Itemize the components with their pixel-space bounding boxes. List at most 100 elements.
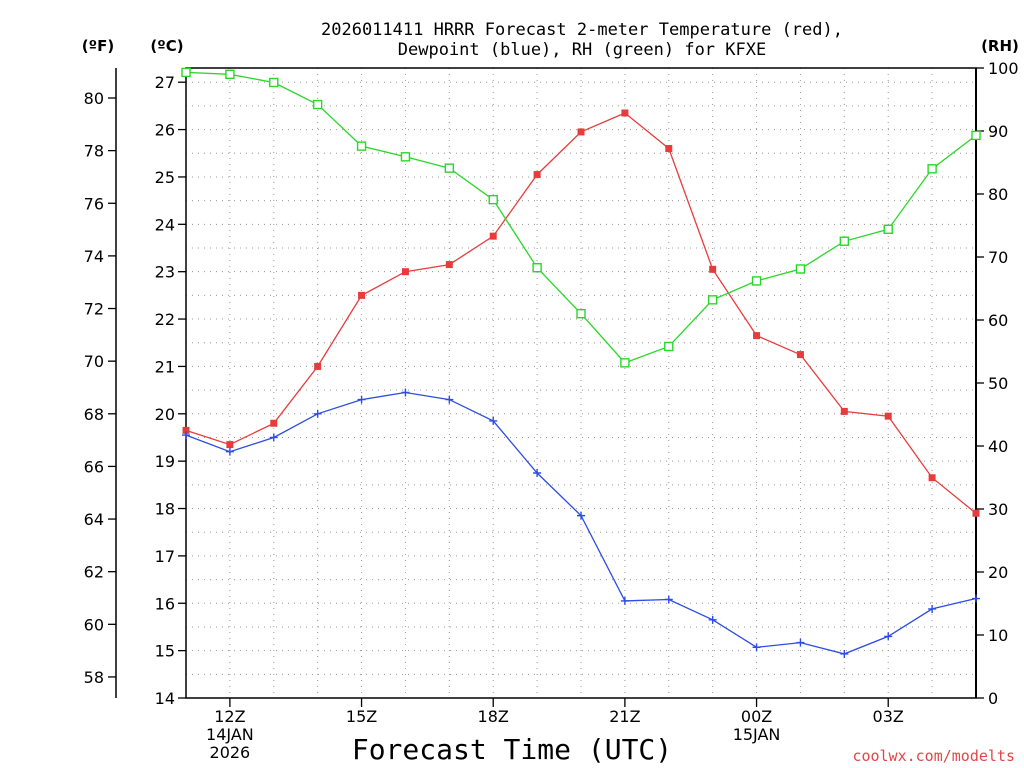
rh-point xyxy=(883,224,893,234)
fahrenheit-tick-label: 64 xyxy=(84,510,104,529)
dewpoint-point xyxy=(445,395,454,404)
celsius-tick-label: 14 xyxy=(155,689,175,708)
rh-point xyxy=(971,130,981,141)
dewpoint-point xyxy=(357,395,366,404)
dewpoint-point xyxy=(840,649,849,658)
temperature-point xyxy=(445,261,453,269)
temperature-point xyxy=(972,509,980,517)
chart-title-line2: Dewpoint (blue), RH (green) for KFXE xyxy=(398,40,766,60)
fahrenheit-tick-label: 78 xyxy=(84,142,104,161)
rh-point xyxy=(664,341,674,352)
temperature-point xyxy=(401,268,409,276)
rh-tick-label: 90 xyxy=(988,122,1008,141)
fahrenheit-tick-label: 58 xyxy=(84,668,104,687)
temperature-point xyxy=(753,332,761,340)
rh-point xyxy=(532,263,542,273)
temperature-point xyxy=(314,362,322,370)
x-tick-label: 18Z xyxy=(478,707,509,726)
celsius-tick-label: 23 xyxy=(155,263,175,282)
celsius-tick-label: 21 xyxy=(155,357,175,376)
dewpoint-point xyxy=(708,615,717,624)
dewpoint-point xyxy=(796,638,805,647)
celsius-tick-label: 17 xyxy=(155,547,175,566)
celsius-tick-label: 15 xyxy=(155,642,175,661)
fahrenheit-tick-label: 66 xyxy=(84,457,104,476)
dewpoint-point xyxy=(577,511,585,520)
temperature-point xyxy=(796,351,804,359)
fahrenheit-tick-label: 62 xyxy=(84,563,104,582)
rh-point xyxy=(707,295,718,305)
x-tick-label: 15Z xyxy=(346,707,377,726)
rh-tick-label: 80 xyxy=(988,185,1008,204)
x-tick-label: 12Z xyxy=(214,707,245,726)
celsius-unit-label: (ºC) xyxy=(150,37,183,55)
temperature-point xyxy=(270,419,278,427)
temperature-point xyxy=(533,171,541,179)
axes: 14 15 16 17 18 19 20 21 22 23 24 25 26 27 58 60 62 64 66 68… xyxy=(84,59,1019,762)
fahrenheit-tick-label: 74 xyxy=(84,247,104,266)
fahrenheit-tick-label: 60 xyxy=(84,615,104,634)
dewpoint-point xyxy=(884,632,893,641)
rh-point xyxy=(181,67,191,78)
fahrenheit-tick-label: 70 xyxy=(84,352,104,371)
celsius-tick-label: 19 xyxy=(155,452,175,471)
celsius-tick-label: 16 xyxy=(155,594,175,613)
temperature-point xyxy=(884,412,892,420)
dewpoint-series xyxy=(182,388,980,658)
x-axis-label: Forecast Time (UTC) xyxy=(352,733,672,766)
x-tick-date: 15JAN xyxy=(733,725,781,744)
temperature-point xyxy=(709,265,717,273)
rh-point xyxy=(927,164,937,174)
rh-tick-label: 60 xyxy=(988,311,1008,330)
rh-tick-label: 100 xyxy=(988,59,1019,78)
rh-point xyxy=(312,99,323,110)
temperature-point xyxy=(182,426,190,434)
dewpoint-point xyxy=(972,594,980,603)
temperature-point xyxy=(226,441,234,449)
x-tick-label: 00Z xyxy=(741,707,772,726)
fahrenheit-tick-label: 72 xyxy=(84,300,104,319)
temperature-point xyxy=(665,145,673,153)
x-tick-year: 2026 xyxy=(210,743,251,762)
rh-point xyxy=(620,358,630,368)
x-tick-label: 03Z xyxy=(873,707,904,726)
dewpoint-point xyxy=(225,447,234,456)
rh-tick-label: 30 xyxy=(988,500,1008,519)
rh-point xyxy=(400,152,411,162)
dewpoint-point xyxy=(928,604,937,613)
rh-tick-label: 10 xyxy=(988,626,1008,645)
celsius-tick-label: 22 xyxy=(155,310,175,329)
fahrenheit-tick-label: 68 xyxy=(84,405,104,424)
dewpoint-point xyxy=(533,469,542,477)
rh-point xyxy=(444,163,455,173)
temperature-point xyxy=(840,407,848,415)
rh-series xyxy=(181,67,981,368)
celsius-tick-label: 27 xyxy=(155,73,175,92)
celsius-tick-label: 25 xyxy=(155,168,175,187)
dewpoint-point xyxy=(401,388,410,397)
rh-point xyxy=(839,236,850,246)
x-tick-label: 21Z xyxy=(609,707,640,726)
chart-title-line1: 2026011411 HRRR Forecast 2-meter Tempera… xyxy=(321,20,843,40)
temperature-point xyxy=(489,232,497,240)
dewpoint-point xyxy=(182,431,190,440)
series xyxy=(181,67,981,658)
celsius-tick-label: 24 xyxy=(155,215,175,234)
credit-text: coolwx.com/modelts xyxy=(852,747,1015,765)
rh-point xyxy=(269,77,279,88)
rh-unit-label: (RH) xyxy=(981,37,1019,55)
rh-line xyxy=(185,71,977,364)
rh-tick-label: 20 xyxy=(988,563,1008,582)
x-tick-date: 14JAN xyxy=(206,725,254,744)
rh-tick-label: 70 xyxy=(988,248,1008,267)
fahrenheit-unit-label: (ºF) xyxy=(82,37,114,55)
rh-point xyxy=(488,194,498,205)
dewpoint-point xyxy=(620,596,629,605)
dewpoint-point xyxy=(489,416,498,425)
temperature-point xyxy=(358,291,366,299)
celsius-tick-label: 20 xyxy=(155,405,175,424)
dewpoint-point xyxy=(664,595,673,604)
rh-point xyxy=(751,276,762,286)
temperature-point xyxy=(577,128,585,136)
